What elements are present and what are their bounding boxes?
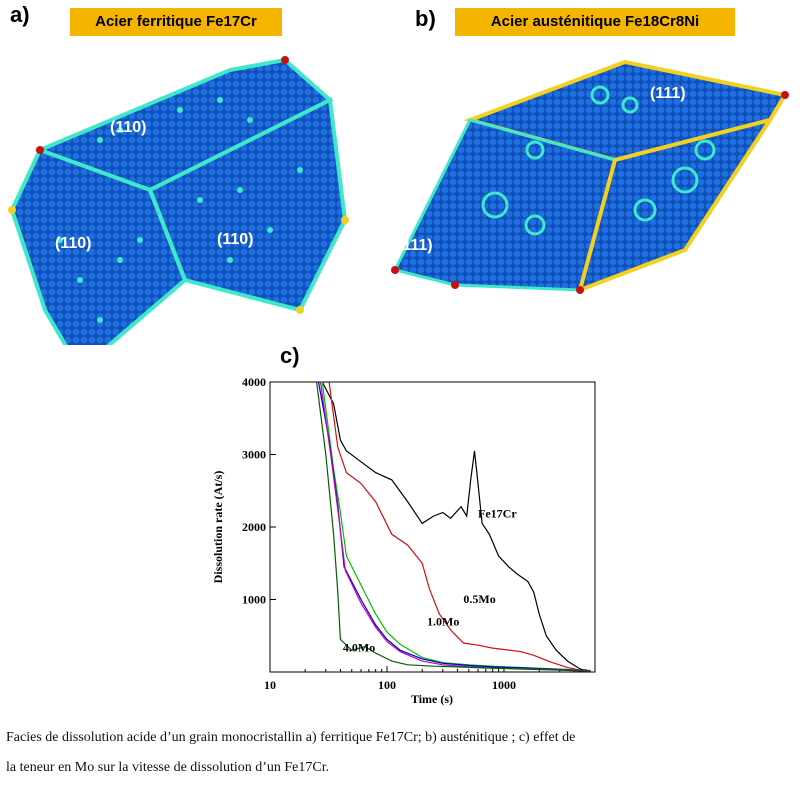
- panel-a-title: Acier ferritique Fe17Cr: [70, 8, 282, 36]
- edge-atoms-b: [391, 91, 789, 294]
- facet-label-b-top: (111): [650, 85, 686, 102]
- etch-pits-b: [481, 85, 716, 236]
- series-labels: Fe17Cr 0.5Mo 1.0Mo 4.0Mo: [343, 507, 517, 655]
- panel-b-letter: b): [415, 6, 436, 31]
- dissolution-rate-chart: 10 100 1000 1000 2000 3000 4000 Fe17Cr 0.5Mo 1.0…: [211, 375, 596, 706]
- figure-caption: Facies de dissolution acide d’un grain m…: [6, 723, 786, 783]
- axis-ticks: 10 100 1000 1000 2000 3000 4000: [242, 375, 596, 692]
- series-line-0-5mo: [328, 381, 586, 672]
- y-tick-label: 3000: [242, 448, 266, 462]
- caption-line-2: la teneur en Mo sur la vitesse de dissol…: [6, 760, 330, 775]
- x-tick-label: 100: [378, 678, 396, 692]
- series-lines: [316, 381, 591, 672]
- facet-label-a-top: (110): [110, 119, 146, 136]
- x-tick-label: 1000: [492, 678, 516, 692]
- x-axis-label: Time (s): [411, 692, 453, 706]
- facet-label-a-left: (110): [55, 235, 91, 252]
- facet-label-b-left: (111): [397, 237, 433, 254]
- y-tick-label: 4000: [242, 375, 266, 389]
- austenitic-grain-figure: (111) (111): [391, 59, 789, 294]
- facet-label-a-right: (110): [217, 231, 253, 248]
- series-label: 1.0Mo: [427, 615, 459, 629]
- series-label: 0.5Mo: [463, 592, 495, 606]
- y-tick-label: 2000: [242, 520, 266, 534]
- series-label: Fe17Cr: [478, 507, 517, 521]
- panel-b-title: Acier austénitique Fe18Cr8Ni: [455, 8, 735, 36]
- caption-line-1: Facies de dissolution acide d’un grain m…: [6, 730, 576, 745]
- panel-a-letter: a): [10, 2, 30, 27]
- series-line-4-0mo: [316, 381, 591, 672]
- panel-c-letter: c): [280, 343, 300, 368]
- edge-atoms-a: [8, 56, 349, 314]
- series-line-fe17cr: [321, 381, 591, 672]
- y-tick-label: 1000: [242, 593, 266, 607]
- ferritic-grain-figure: (110) (110) (110): [8, 56, 349, 345]
- series-label: 4.0Mo: [343, 641, 375, 655]
- facet-right-b: [577, 116, 775, 294]
- surface-defects-a: [57, 97, 303, 323]
- x-tick-label: 10: [264, 678, 276, 692]
- y-axis-label: Dissolution rate (At/s): [211, 471, 225, 584]
